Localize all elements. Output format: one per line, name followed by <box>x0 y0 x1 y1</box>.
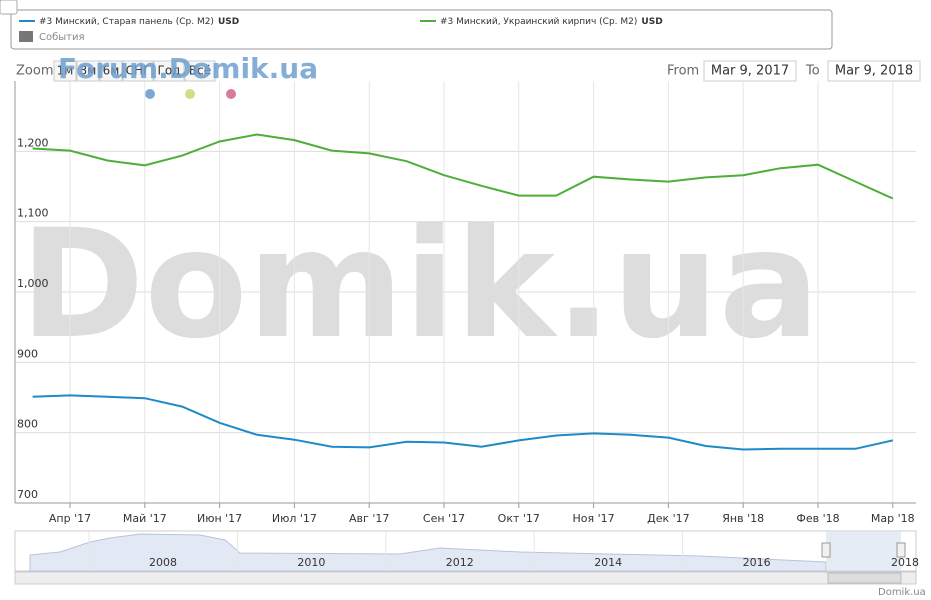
zoom-button-label[interactable]: СНГ <box>126 64 151 78</box>
legend-box <box>10 9 833 50</box>
x-tick-label: Фев '18 <box>796 512 839 525</box>
x-tick-label: Июн '17 <box>197 512 242 525</box>
scrollbar-thumb[interactable] <box>827 572 902 584</box>
zoom-button-label[interactable]: 1м <box>57 64 74 78</box>
zoom-button-label[interactable]: Год <box>158 64 181 78</box>
navigator-label: 2014 <box>594 556 622 569</box>
x-tick-label: Янв '18 <box>722 512 764 525</box>
to-date[interactable]: Mar 9, 2018 <box>835 64 913 79</box>
zoom-button-label[interactable]: 3м <box>80 64 97 78</box>
to-label: To <box>805 64 820 79</box>
y-tick-label: 900 <box>17 347 38 360</box>
navigator-label: 2012 <box>446 556 474 569</box>
series-line <box>32 133 894 200</box>
y-tick-label: 1,100 <box>17 207 49 220</box>
navigator-selection[interactable] <box>826 531 901 571</box>
y-tick-label: 1,000 <box>17 277 49 290</box>
navigator-label: 2018 <box>891 556 919 569</box>
events-swatch <box>19 31 33 42</box>
x-tick-label: Авг '17 <box>349 512 389 525</box>
zoom-button-label[interactable]: Всё <box>189 64 211 78</box>
forum-watermark: Forum.Domik.ua <box>58 52 318 85</box>
event-dot[interactable] <box>145 89 155 99</box>
zoom-button-label[interactable]: 6м <box>103 64 120 78</box>
y-tick-label: 800 <box>17 418 38 431</box>
credit[interactable]: Domik.ua <box>878 587 926 598</box>
legend-name[interactable]: #3 Минский, Старая панель (Ср. М2) <box>39 17 214 27</box>
to-input[interactable] <box>827 60 921 82</box>
zoom-button[interactable] <box>122 60 154 82</box>
zoom-button[interactable] <box>99 60 123 82</box>
x-tick-label: Апр '17 <box>49 512 91 525</box>
x-tick-label: Окт '17 <box>498 512 540 525</box>
watermark: Domik.ua <box>20 198 820 372</box>
navigator-label: 2016 <box>743 556 771 569</box>
events-label[interactable]: События <box>39 32 85 43</box>
zoom-button[interactable] <box>153 60 185 82</box>
navigator-handle[interactable] <box>821 542 831 558</box>
zoom-label: Zoom <box>16 64 53 79</box>
x-tick-label: Сен '17 <box>423 512 465 525</box>
x-tick-label: Ноя '17 <box>573 512 615 525</box>
zoom-button[interactable] <box>76 60 100 82</box>
navigator-label: 2010 <box>297 556 325 569</box>
scrollbar[interactable] <box>14 571 917 585</box>
navigator-handle[interactable] <box>896 542 906 558</box>
x-tick-label: Мар '18 <box>871 512 915 525</box>
zoom-button[interactable] <box>53 60 77 82</box>
series-line <box>32 394 894 451</box>
x-tick-label: Май '17 <box>123 512 167 525</box>
legend-label[interactable]: #3 Минский, Старая панель (Ср. М2) USD <box>39 17 239 27</box>
event-dot[interactable] <box>185 89 195 99</box>
y-tick-label: 1,200 <box>17 136 49 149</box>
legend-currency: USD <box>641 17 662 27</box>
from-label: From <box>667 64 699 79</box>
legend-currency: USD <box>218 17 239 27</box>
zoom-button[interactable] <box>184 60 216 82</box>
from-input[interactable] <box>703 60 797 82</box>
corner-button[interactable] <box>0 0 18 15</box>
legend-label[interactable]: #3 Минский, Украинский кирпич (Ср. М2) US… <box>440 17 663 27</box>
from-date[interactable]: Mar 9, 2017 <box>711 64 789 79</box>
y-tick-label: 700 <box>17 488 38 501</box>
x-tick-label: Июл '17 <box>272 512 317 525</box>
event-dot[interactable] <box>226 89 236 99</box>
x-tick-label: Дек '17 <box>647 512 690 525</box>
navigator-label: 2008 <box>149 556 177 569</box>
legend-name[interactable]: #3 Минский, Украинский кирпич (Ср. М2) <box>440 17 637 27</box>
